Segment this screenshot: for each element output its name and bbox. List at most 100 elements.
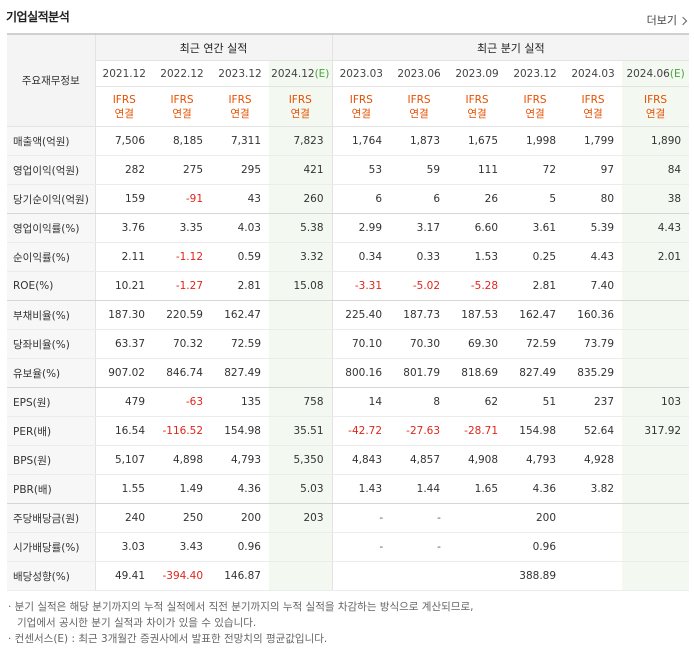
table-cell: 70.32 (153, 329, 211, 359)
consolidation-label: 연결 (230, 107, 250, 120)
table-cell: 4,857 (390, 445, 449, 475)
row-label: 순이익률(%) (7, 242, 96, 272)
table-cell: 2.99 (331, 213, 391, 243)
table-cell: 4.36 (506, 474, 565, 504)
row-label: 유보율(%) (7, 358, 96, 388)
consolidation-label: 연결 (645, 107, 666, 120)
table-cell (269, 300, 333, 330)
table-cell (564, 503, 623, 533)
consolidation-label: 연결 (114, 107, 134, 120)
table-cell: 4,928 (564, 445, 623, 475)
standard-label: IFRS (112, 93, 136, 106)
row-label: 영업이익률(%) (7, 213, 96, 243)
period-label: 2023.03 (339, 67, 383, 80)
standard-header: IFRS 연결 (211, 86, 269, 127)
table-cell: 1.55 (95, 474, 153, 504)
table-cell: 59 (390, 155, 449, 185)
table-cell: 203 (269, 503, 333, 533)
table-cell: 111 (448, 155, 507, 185)
table-cell: - (331, 503, 391, 533)
more-label: 더보기 (646, 14, 677, 27)
period-header: 2024.03 (564, 60, 623, 87)
table-cell: 388.89 (506, 561, 565, 591)
row-label: 당기순이익(억원) (7, 184, 96, 214)
table-cell: 4,793 (506, 445, 565, 475)
table-cell (622, 532, 690, 562)
row-label: 당좌비율(%) (7, 329, 96, 359)
table-cell: - (390, 532, 449, 562)
table-cell: 6.60 (448, 213, 507, 243)
row-label: ROE(%) (7, 271, 96, 301)
table-cell: 15.08 (269, 271, 333, 301)
table-cell: 1.44 (390, 474, 449, 504)
table-cell (269, 561, 333, 591)
table-cell: 835.29 (564, 358, 623, 388)
table-cell: 3.35 (153, 213, 211, 243)
table-cell: 4,793 (211, 445, 269, 475)
table-cell: 7.40 (564, 271, 623, 301)
table-cell: 0.96 (506, 532, 565, 562)
table-row: 영업이익(억원) 282 275 295 421 53 59 111 72 97 84 (7, 155, 690, 185)
table-cell: 3.32 (269, 242, 333, 272)
row-label: 시가배당률(%) (7, 532, 96, 562)
table-cell: 4.03 (211, 213, 269, 243)
row-label: EPS(원) (7, 387, 96, 417)
standard-label: IFRS (407, 93, 431, 106)
table-cell: 49.41 (95, 561, 153, 591)
standard-label: IFRS (349, 93, 373, 106)
table-cell: 84 (622, 155, 690, 185)
more-link[interactable]: 더보기 (646, 12, 688, 28)
table-cell: 1,764 (331, 126, 391, 156)
table-cell: 160.36 (564, 300, 623, 330)
table-cell: 3.61 (506, 213, 565, 243)
standard-label: IFRS (523, 93, 547, 106)
footnote-line: · 분기 실적은 해당 분기까지의 누적 실적에서 직전 분기까지의 누적 실적… (8, 601, 474, 613)
table-cell: 282 (95, 155, 153, 185)
row-label: PER(배) (7, 416, 96, 446)
table-cell: 220.59 (153, 300, 211, 330)
table-cell: 4,908 (448, 445, 507, 475)
period-label: 2023.12 (218, 67, 262, 80)
table-cell: 0.34 (331, 242, 391, 272)
table-cell: -5.02 (390, 271, 449, 301)
standard-label: IFRS (465, 93, 489, 106)
table-cell: - (331, 532, 391, 562)
table-cell: 7,311 (211, 126, 269, 156)
table-cell: -1.12 (153, 242, 211, 272)
period-label: 2024.03 (571, 67, 615, 80)
table-cell (622, 271, 690, 301)
table-cell: 80 (564, 184, 623, 214)
table-cell: -42.72 (331, 416, 391, 446)
table-cell: 3.76 (95, 213, 153, 243)
standard-header: IFRS 연결 (269, 86, 333, 127)
table-cell: 800.16 (331, 358, 391, 388)
table-cell: 225.40 (331, 300, 391, 330)
table-cell (448, 561, 507, 591)
table-cell (448, 532, 507, 562)
table-cell: 237 (564, 387, 623, 417)
table-cell: 154.98 (211, 416, 269, 446)
table-cell: 4.43 (564, 242, 623, 272)
table-cell (622, 329, 690, 359)
table-cell (622, 445, 690, 475)
table-row: 영업이익률(%) 3.76 3.35 4.03 5.38 2.99 3.17 6.60 3.61… (7, 213, 690, 243)
period-label: 2021.12 (102, 67, 146, 80)
row-label: 영업이익(억원) (7, 155, 96, 185)
table-cell: 7,823 (269, 126, 333, 156)
table-cell: 907.02 (95, 358, 153, 388)
table-cell: 827.49 (211, 358, 269, 388)
table-cell: 275 (153, 155, 211, 185)
table-cell (269, 329, 333, 359)
table-cell: 758 (269, 387, 333, 417)
table-cell: - (390, 503, 449, 533)
table-cell: 72.59 (506, 329, 565, 359)
table-cell: 317.92 (622, 416, 690, 446)
table-cell (622, 358, 690, 388)
table-row: EPS(원) 479 -63 135 758 14 8 62 51 237 103 (7, 387, 690, 417)
estimate-mark: (E) (314, 67, 330, 80)
table-cell: 260 (269, 184, 333, 214)
table-cell: 103 (622, 387, 690, 417)
table-cell: 0.59 (211, 242, 269, 272)
consolidation-label: 연결 (583, 107, 603, 120)
table-cell: 73.79 (564, 329, 623, 359)
